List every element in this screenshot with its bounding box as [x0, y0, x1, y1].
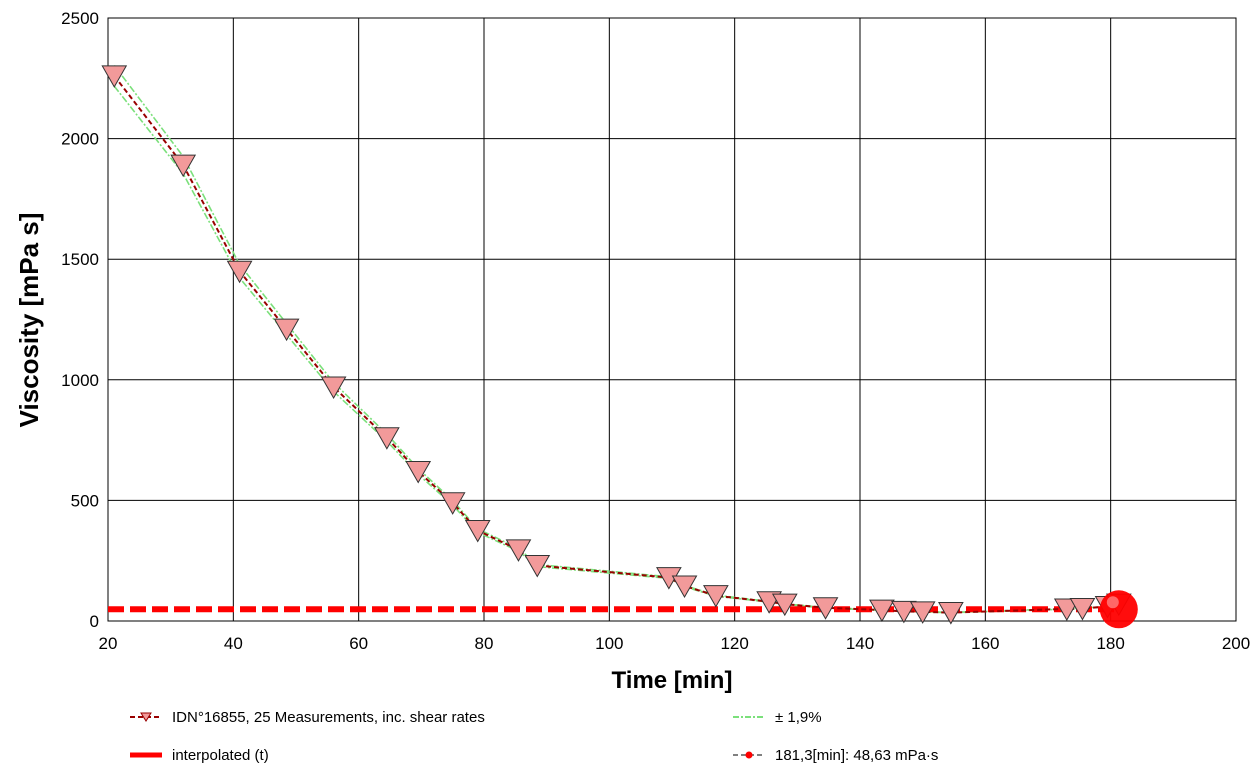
y-tick-label: 1500: [61, 250, 99, 269]
x-tick-label: 80: [475, 634, 494, 653]
legend-triangle-marker-icon: [140, 712, 152, 722]
legend-circle-marker-icon: [745, 751, 753, 759]
data-point-marker: [938, 602, 964, 625]
data-point-marker: [273, 318, 300, 342]
x-tick-label: 120: [720, 634, 748, 653]
plot-border: [107, 17, 1237, 622]
legend-label-band: ± 1,9%: [775, 709, 822, 726]
data-point-marker: [1053, 598, 1080, 621]
x-tick-label: 200: [1222, 634, 1250, 653]
data-point-marker: [909, 601, 936, 624]
y-tick-labels: 0 500 1000 1500 2000 2500: [61, 9, 99, 631]
legend-item-measurement: IDN°16855, 25 Measurements, inc. shear r…: [130, 709, 485, 726]
data-point-marker: [170, 154, 197, 178]
x-tick-label: 40: [224, 634, 243, 653]
data-point-marker: [405, 460, 432, 484]
data-point-marker: [505, 539, 532, 562]
x-tick-labels: 20 40 60 80 100 120 140 160 180 200: [99, 634, 1251, 653]
data-point-marker: [464, 520, 491, 543]
data-point-marker: [869, 599, 895, 623]
data-point-marker: [812, 597, 839, 620]
highlight-point-shine: [1106, 596, 1119, 609]
highlight-point: [1099, 590, 1138, 629]
data-point-marker: [1069, 597, 1096, 621]
data-point-marker: [671, 575, 698, 599]
data-point-marker: [524, 555, 551, 578]
legend-label-measurement: IDN°16855, 25 Measurements, inc. shear r…: [172, 709, 485, 726]
y-axis-title: Viscosity [mPa s]: [14, 213, 44, 428]
data-point-marker: [703, 585, 729, 608]
x-tick-label: 180: [1096, 634, 1124, 653]
y-tick-label: 500: [71, 491, 99, 510]
legend-item-interpolated: interpolated (t): [130, 747, 269, 764]
data-point-marker: [771, 593, 798, 617]
y-tick-label: 1000: [61, 371, 99, 390]
data-point-marker: [891, 600, 917, 624]
legend: IDN°16855, 25 Measurements, inc. shear r…: [130, 709, 938, 764]
legend-label-interpolated: interpolated (t): [172, 747, 269, 764]
y-tick-label: 2000: [61, 130, 99, 149]
x-tick-label: 20: [99, 634, 118, 653]
y-tick-label: 2500: [61, 9, 99, 28]
y-tick-label: 0: [90, 612, 99, 631]
data-point-marker: [439, 492, 466, 515]
highlight-point-layer: [1099, 590, 1138, 629]
x-tick-label: 60: [349, 634, 368, 653]
legend-item-point: 181,3[min]: 48,63 mPa·s: [733, 747, 938, 764]
x-tick-label: 160: [971, 634, 999, 653]
x-tick-label: 100: [595, 634, 623, 653]
data-point-marker: [374, 427, 400, 450]
data-point-marker: [320, 376, 347, 400]
legend-item-band: ± 1,9%: [733, 709, 822, 726]
legend-label-point: 181,3[min]: 48,63 mPa·s: [775, 747, 938, 764]
x-tick-label: 140: [846, 634, 874, 653]
data-point-marker: [101, 65, 128, 88]
data-point-marker: [226, 260, 253, 284]
grid-lines: [107, 17, 1237, 622]
x-axis-title: Time [min]: [612, 667, 733, 694]
